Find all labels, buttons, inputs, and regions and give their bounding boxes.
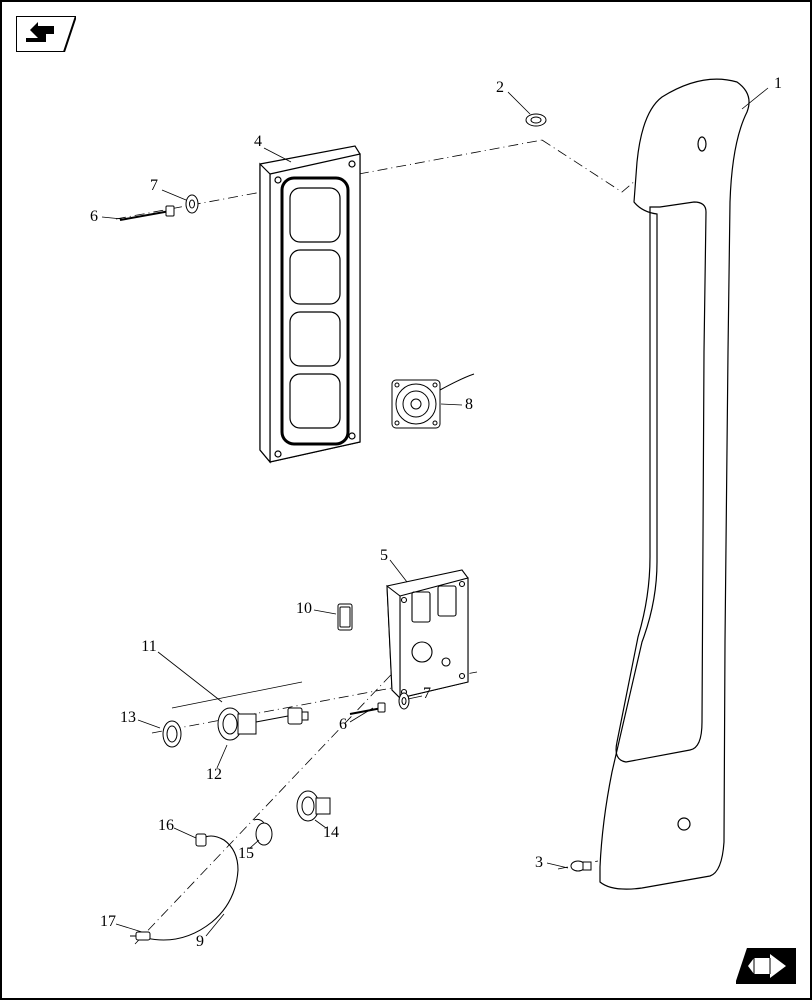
callout-label-8: 8 [465, 396, 473, 414]
part-7-washer-lower [399, 693, 409, 709]
book-return-icon[interactable] [16, 16, 76, 52]
part-6-screw-upper [120, 206, 174, 220]
part-11-lighter-assy [163, 708, 308, 747]
axis-line [558, 861, 598, 869]
part-17-antenna-plug [130, 932, 150, 940]
callout-label-5: 5 [380, 547, 388, 565]
callout-label-11: 11 [141, 638, 156, 656]
callout-label-7: 7 [423, 685, 431, 703]
callout-label-15: 15 [238, 845, 254, 863]
callout-label-9: 9 [196, 933, 204, 951]
callout-label-6: 6 [339, 716, 347, 734]
part-16-antenna-ferrule [196, 834, 206, 846]
callout-leaders [102, 88, 768, 936]
callout-label-14: 14 [323, 824, 339, 842]
part-6-screw-lower [350, 703, 385, 714]
callout-label-2: 2 [496, 79, 504, 97]
part-10-blanking-plug [338, 604, 352, 630]
axis-line [116, 140, 542, 219]
part-5-switch-bracket [387, 570, 468, 698]
parts-diagram-page: 123456677891011121314151617 [0, 0, 812, 1000]
callout-label-4: 4 [254, 133, 262, 151]
callout-label-1: 1 [774, 75, 782, 93]
part-4-grille-panel [260, 146, 360, 462]
callout-label-10: 10 [296, 600, 312, 618]
callout-label-12: 12 [206, 766, 222, 784]
part-1-pillar-trim [600, 79, 749, 889]
part-2-clip [526, 114, 546, 126]
callout-label-7: 7 [150, 177, 158, 195]
part-9-antenna-lead [146, 836, 238, 940]
exploded-view-drawing [2, 2, 812, 1000]
part-15-outlet-cap [254, 819, 272, 845]
part-14-power-outlet [297, 791, 330, 821]
part-7-washer-upper [186, 195, 198, 213]
part-8-speaker [392, 374, 474, 428]
callout-label-17: 17 [100, 913, 116, 931]
part-3-push-clip [571, 861, 591, 871]
navigate-next-icon[interactable] [736, 948, 796, 984]
callout-label-3: 3 [535, 854, 543, 872]
callout-label-13: 13 [120, 709, 136, 727]
axis-line [542, 107, 722, 192]
axis-line [135, 598, 464, 944]
callout-label-6: 6 [90, 208, 98, 226]
callout-label-16: 16 [158, 817, 174, 835]
